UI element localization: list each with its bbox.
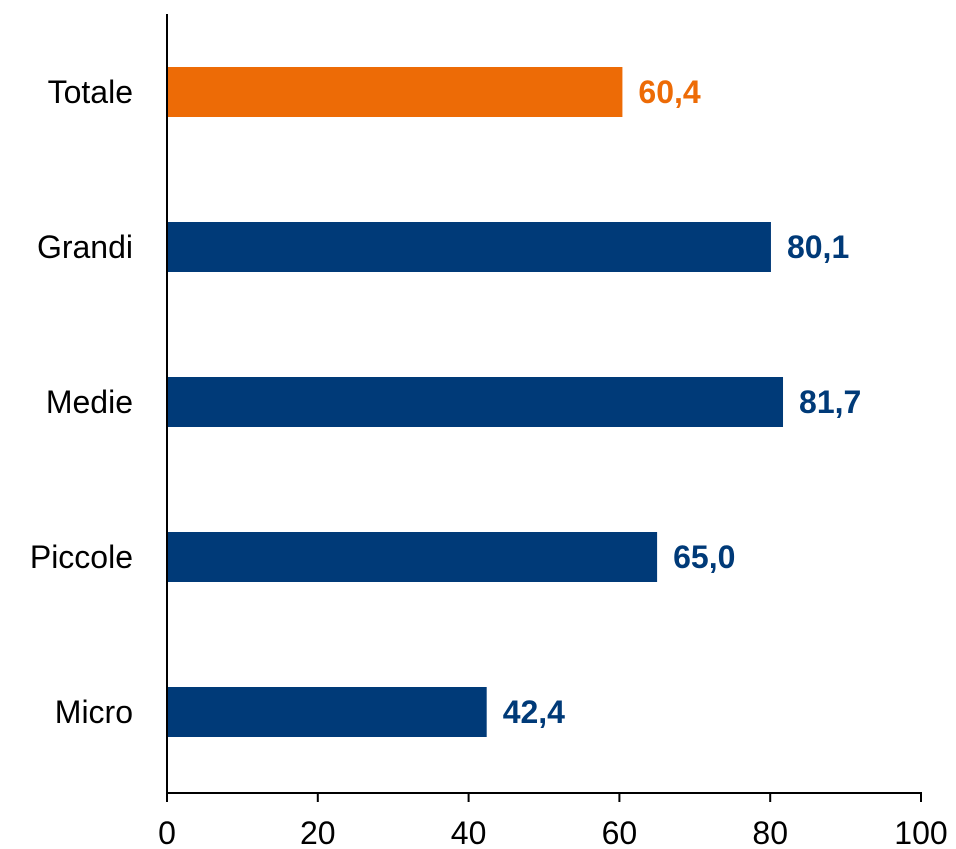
data-label-piccole: 65,0: [673, 539, 735, 575]
category-label-micro: Micro: [55, 694, 133, 730]
x-tick-label-0: 0: [158, 815, 176, 849]
x-ticks-group: [166, 793, 922, 802]
bar-grandi: [167, 222, 771, 272]
category-labels-group: Totale Grandi Medie Piccole Micro: [30, 74, 133, 730]
bar-micro: [167, 687, 487, 737]
category-label-piccole: Piccole: [30, 539, 133, 575]
x-tick-label-40: 40: [451, 815, 487, 849]
bars-group: [167, 67, 784, 737]
category-label-totale: Totale: [48, 74, 133, 110]
x-tick-label-80: 80: [752, 815, 788, 849]
data-label-grandi: 80,1: [787, 229, 849, 265]
x-tick-label-60: 60: [602, 815, 638, 849]
x-tick-label-100: 100: [894, 815, 947, 849]
category-label-grandi: Grandi: [37, 229, 133, 265]
data-label-medie: 81,7: [799, 384, 861, 420]
category-label-medie: Medie: [46, 384, 133, 420]
data-label-micro: 42,4: [503, 694, 565, 730]
x-tick-labels-group: 0 20 40 60 80 100: [158, 815, 948, 849]
data-labels-group: 60,4 80,1 81,7 65,0 42,4: [503, 74, 862, 730]
bar-medie: [167, 377, 784, 427]
x-tick-label-20: 20: [300, 815, 336, 849]
bar-piccole: [167, 532, 658, 582]
data-label-totale: 60,4: [638, 74, 700, 110]
bar-totale: [167, 67, 623, 117]
